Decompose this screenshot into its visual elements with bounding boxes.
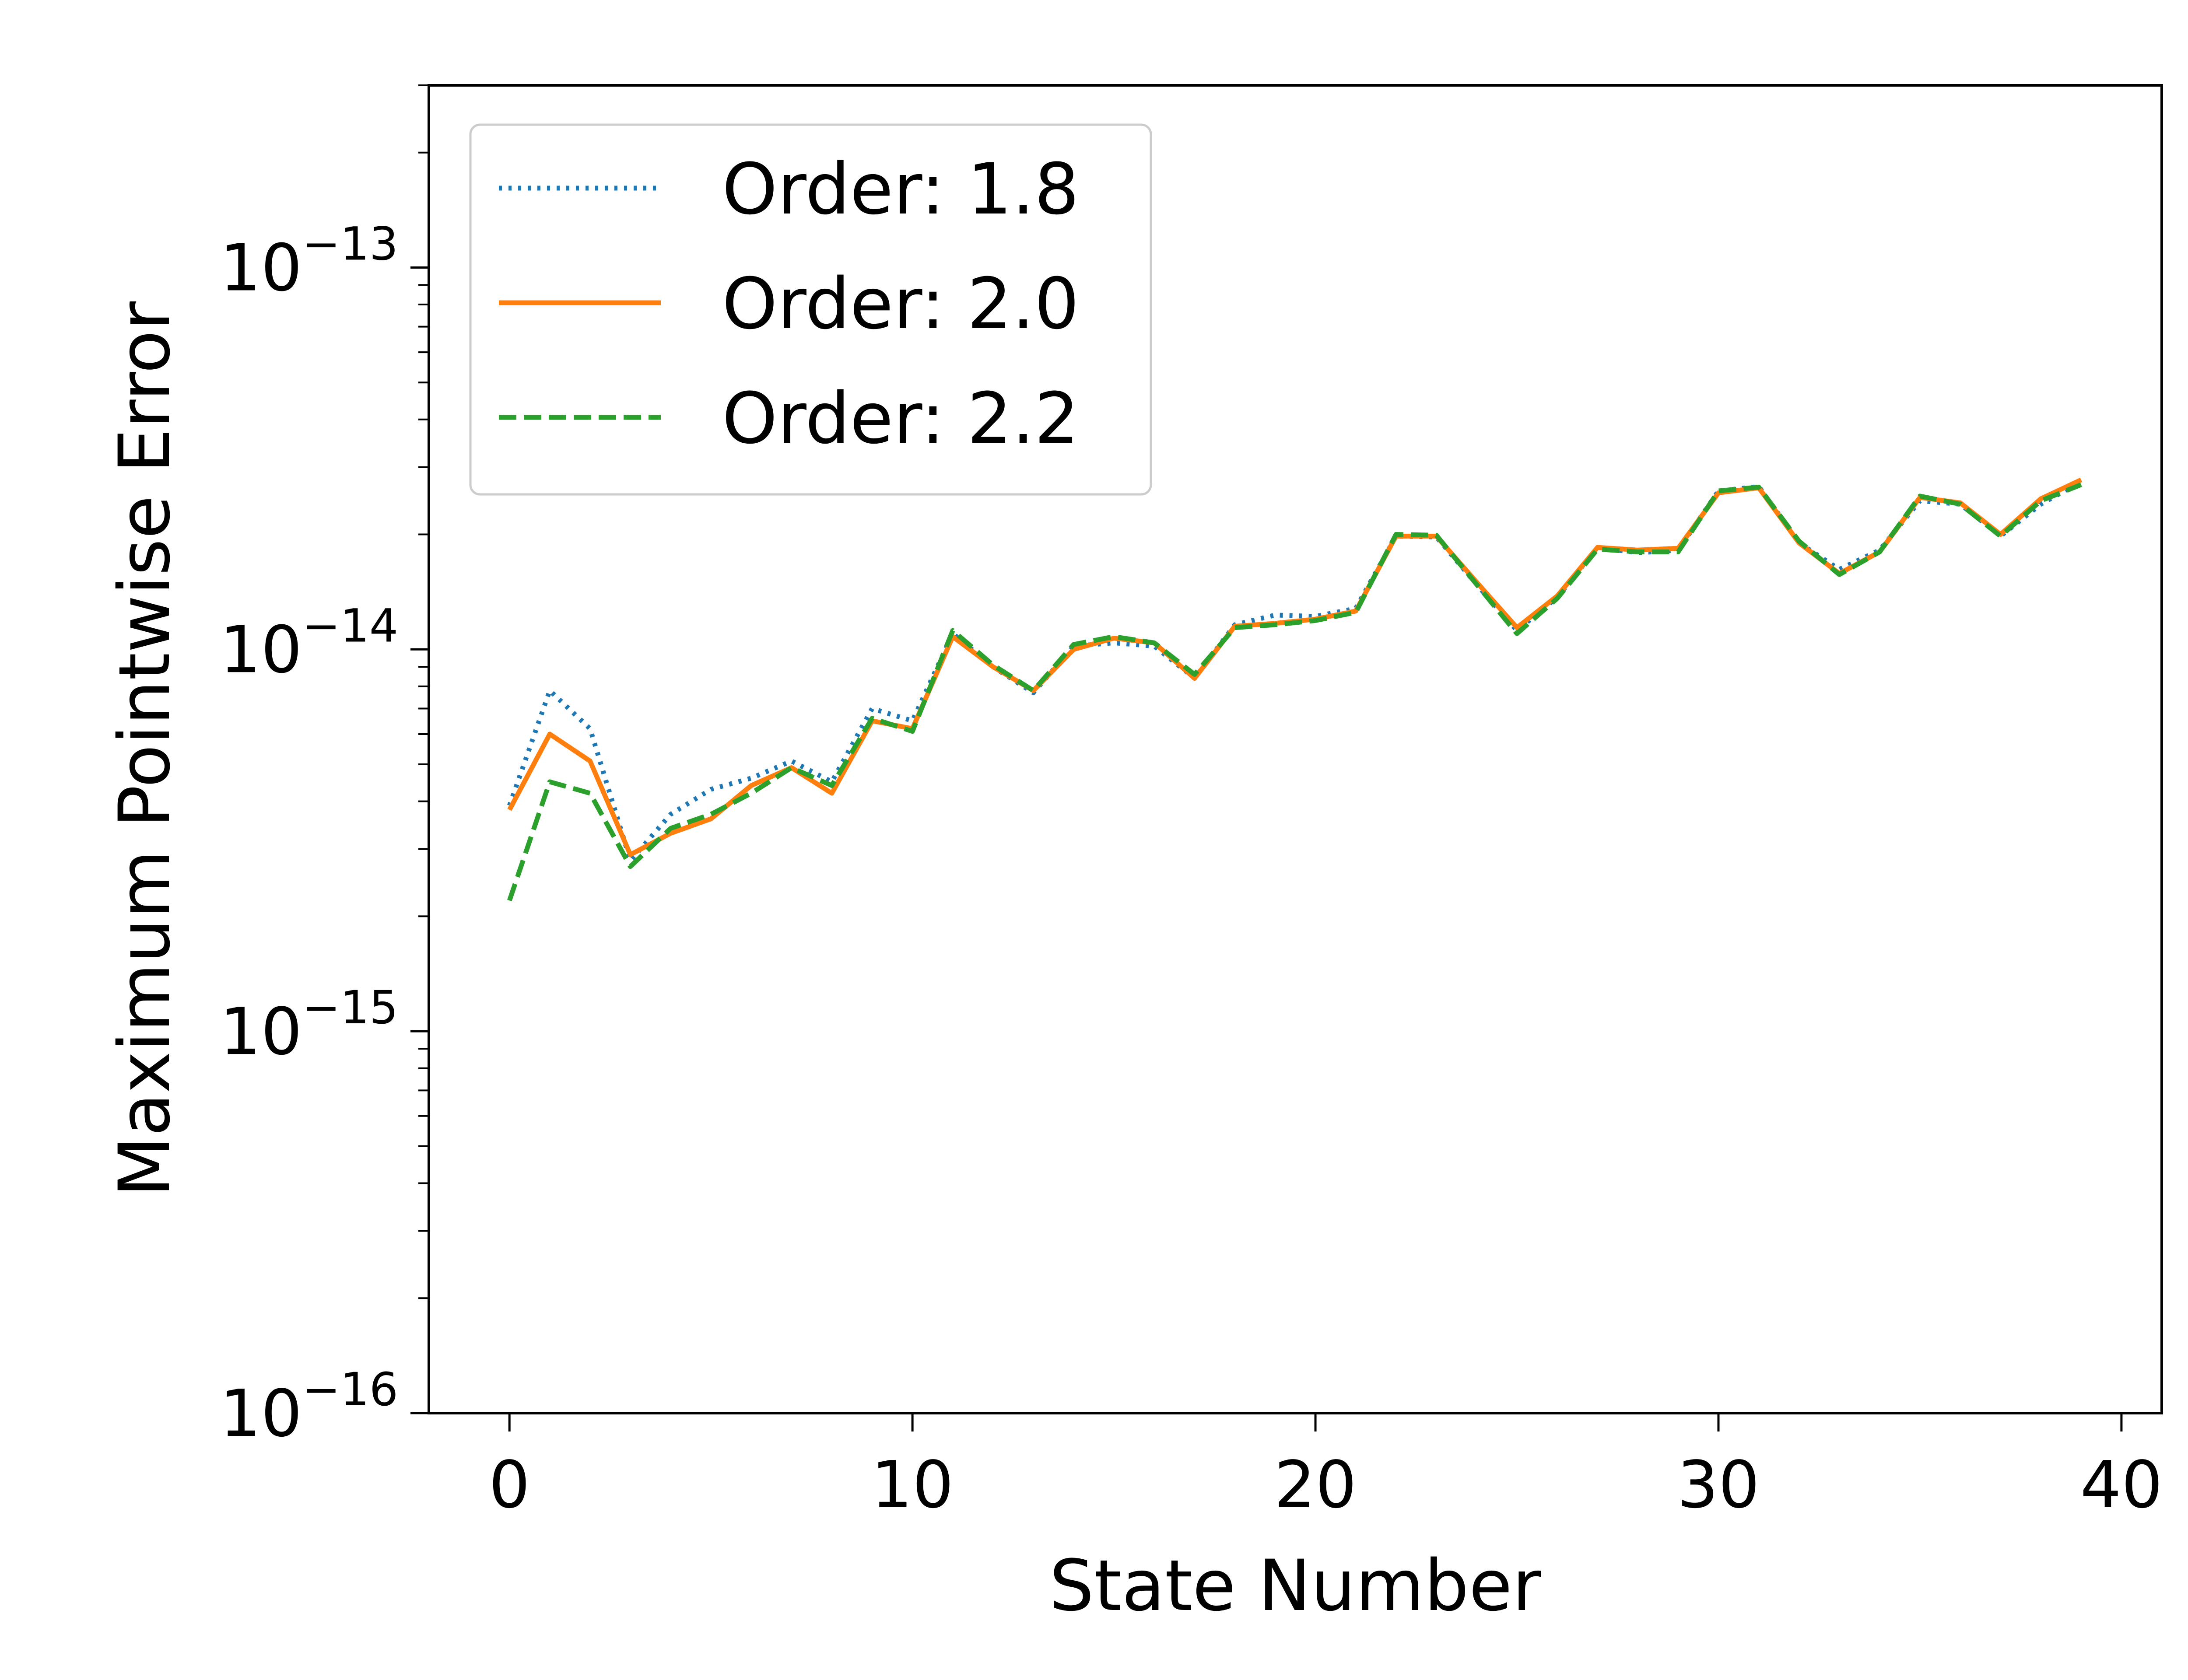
y-tick-label: 10−13: [220, 217, 398, 305]
series-group: [507, 477, 2083, 902]
series-line-3: [507, 482, 2082, 902]
x-axis: 0 10 20 30 40: [489, 1413, 2163, 1522]
legend-label-1: Order: 1.8: [722, 148, 1079, 230]
legend-label-3: Order: 2.2: [722, 378, 1079, 459]
x-tick-label: 30: [1677, 1447, 1760, 1522]
legend: Order: 1.8 Order: 2.0 Order: 2.2: [469, 123, 1152, 496]
legend-label-2: Order: 2.0: [722, 263, 1079, 345]
y-axis-label: Maximum Pointwise Error: [104, 301, 186, 1197]
plot-frame: [428, 84, 2163, 1414]
y-tick-label: 10−15: [220, 981, 398, 1069]
x-tick-label: 10: [871, 1447, 954, 1522]
x-tick-label: 0: [489, 1447, 530, 1522]
x-tick-label: 40: [2080, 1447, 2163, 1522]
y-axis: 10−16 10−15 10−14 10−13: [220, 84, 429, 1451]
y-tick-label: 10−16: [220, 1363, 398, 1451]
x-axis-label: State Number: [1049, 1545, 1542, 1627]
legend-box: [469, 123, 1152, 496]
x-tick-label: 20: [1274, 1447, 1357, 1522]
y-tick-label: 10−14: [220, 599, 398, 687]
